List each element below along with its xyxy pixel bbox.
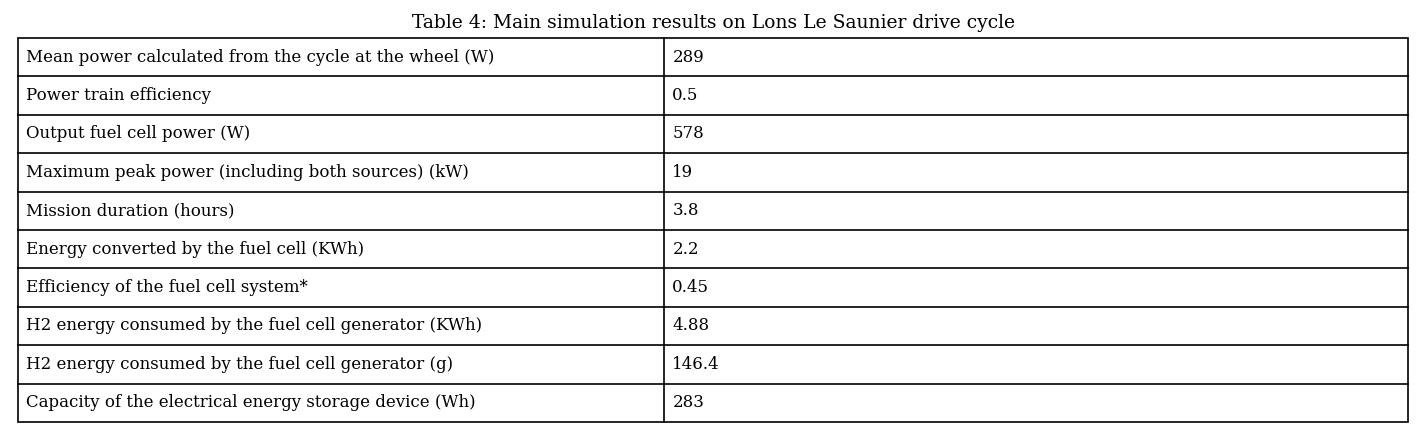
Text: 283: 283 bbox=[672, 394, 704, 412]
Text: 2.2: 2.2 bbox=[672, 241, 699, 258]
Text: 0.5: 0.5 bbox=[672, 87, 699, 104]
Text: Maximum peak power (including both sources) (kW): Maximum peak power (including both sourc… bbox=[26, 164, 469, 181]
Text: 0.45: 0.45 bbox=[672, 279, 709, 296]
Text: 19: 19 bbox=[672, 164, 693, 181]
Text: Capacity of the electrical energy storage device (Wh): Capacity of the electrical energy storag… bbox=[26, 394, 476, 412]
Text: H2 energy consumed by the fuel cell generator (g): H2 energy consumed by the fuel cell gene… bbox=[26, 356, 453, 373]
Text: Energy converted by the fuel cell (KWh): Energy converted by the fuel cell (KWh) bbox=[26, 241, 364, 258]
Text: Output fuel cell power (W): Output fuel cell power (W) bbox=[26, 126, 250, 142]
Text: 578: 578 bbox=[672, 126, 704, 142]
Text: 4.88: 4.88 bbox=[672, 317, 710, 335]
Text: Mission duration (hours): Mission duration (hours) bbox=[26, 202, 234, 219]
Text: 3.8: 3.8 bbox=[672, 202, 699, 219]
Text: H2 energy consumed by the fuel cell generator (KWh): H2 energy consumed by the fuel cell gene… bbox=[26, 317, 482, 335]
Text: 146.4: 146.4 bbox=[672, 356, 720, 373]
Text: Efficiency of the fuel cell system*: Efficiency of the fuel cell system* bbox=[26, 279, 308, 296]
Text: Power train efficiency: Power train efficiency bbox=[26, 87, 211, 104]
Text: 289: 289 bbox=[672, 49, 704, 66]
Text: Table 4: Main simulation results on Lons Le Saunier drive cycle: Table 4: Main simulation results on Lons… bbox=[412, 14, 1014, 32]
Text: Mean power calculated from the cycle at the wheel (W): Mean power calculated from the cycle at … bbox=[26, 49, 495, 66]
